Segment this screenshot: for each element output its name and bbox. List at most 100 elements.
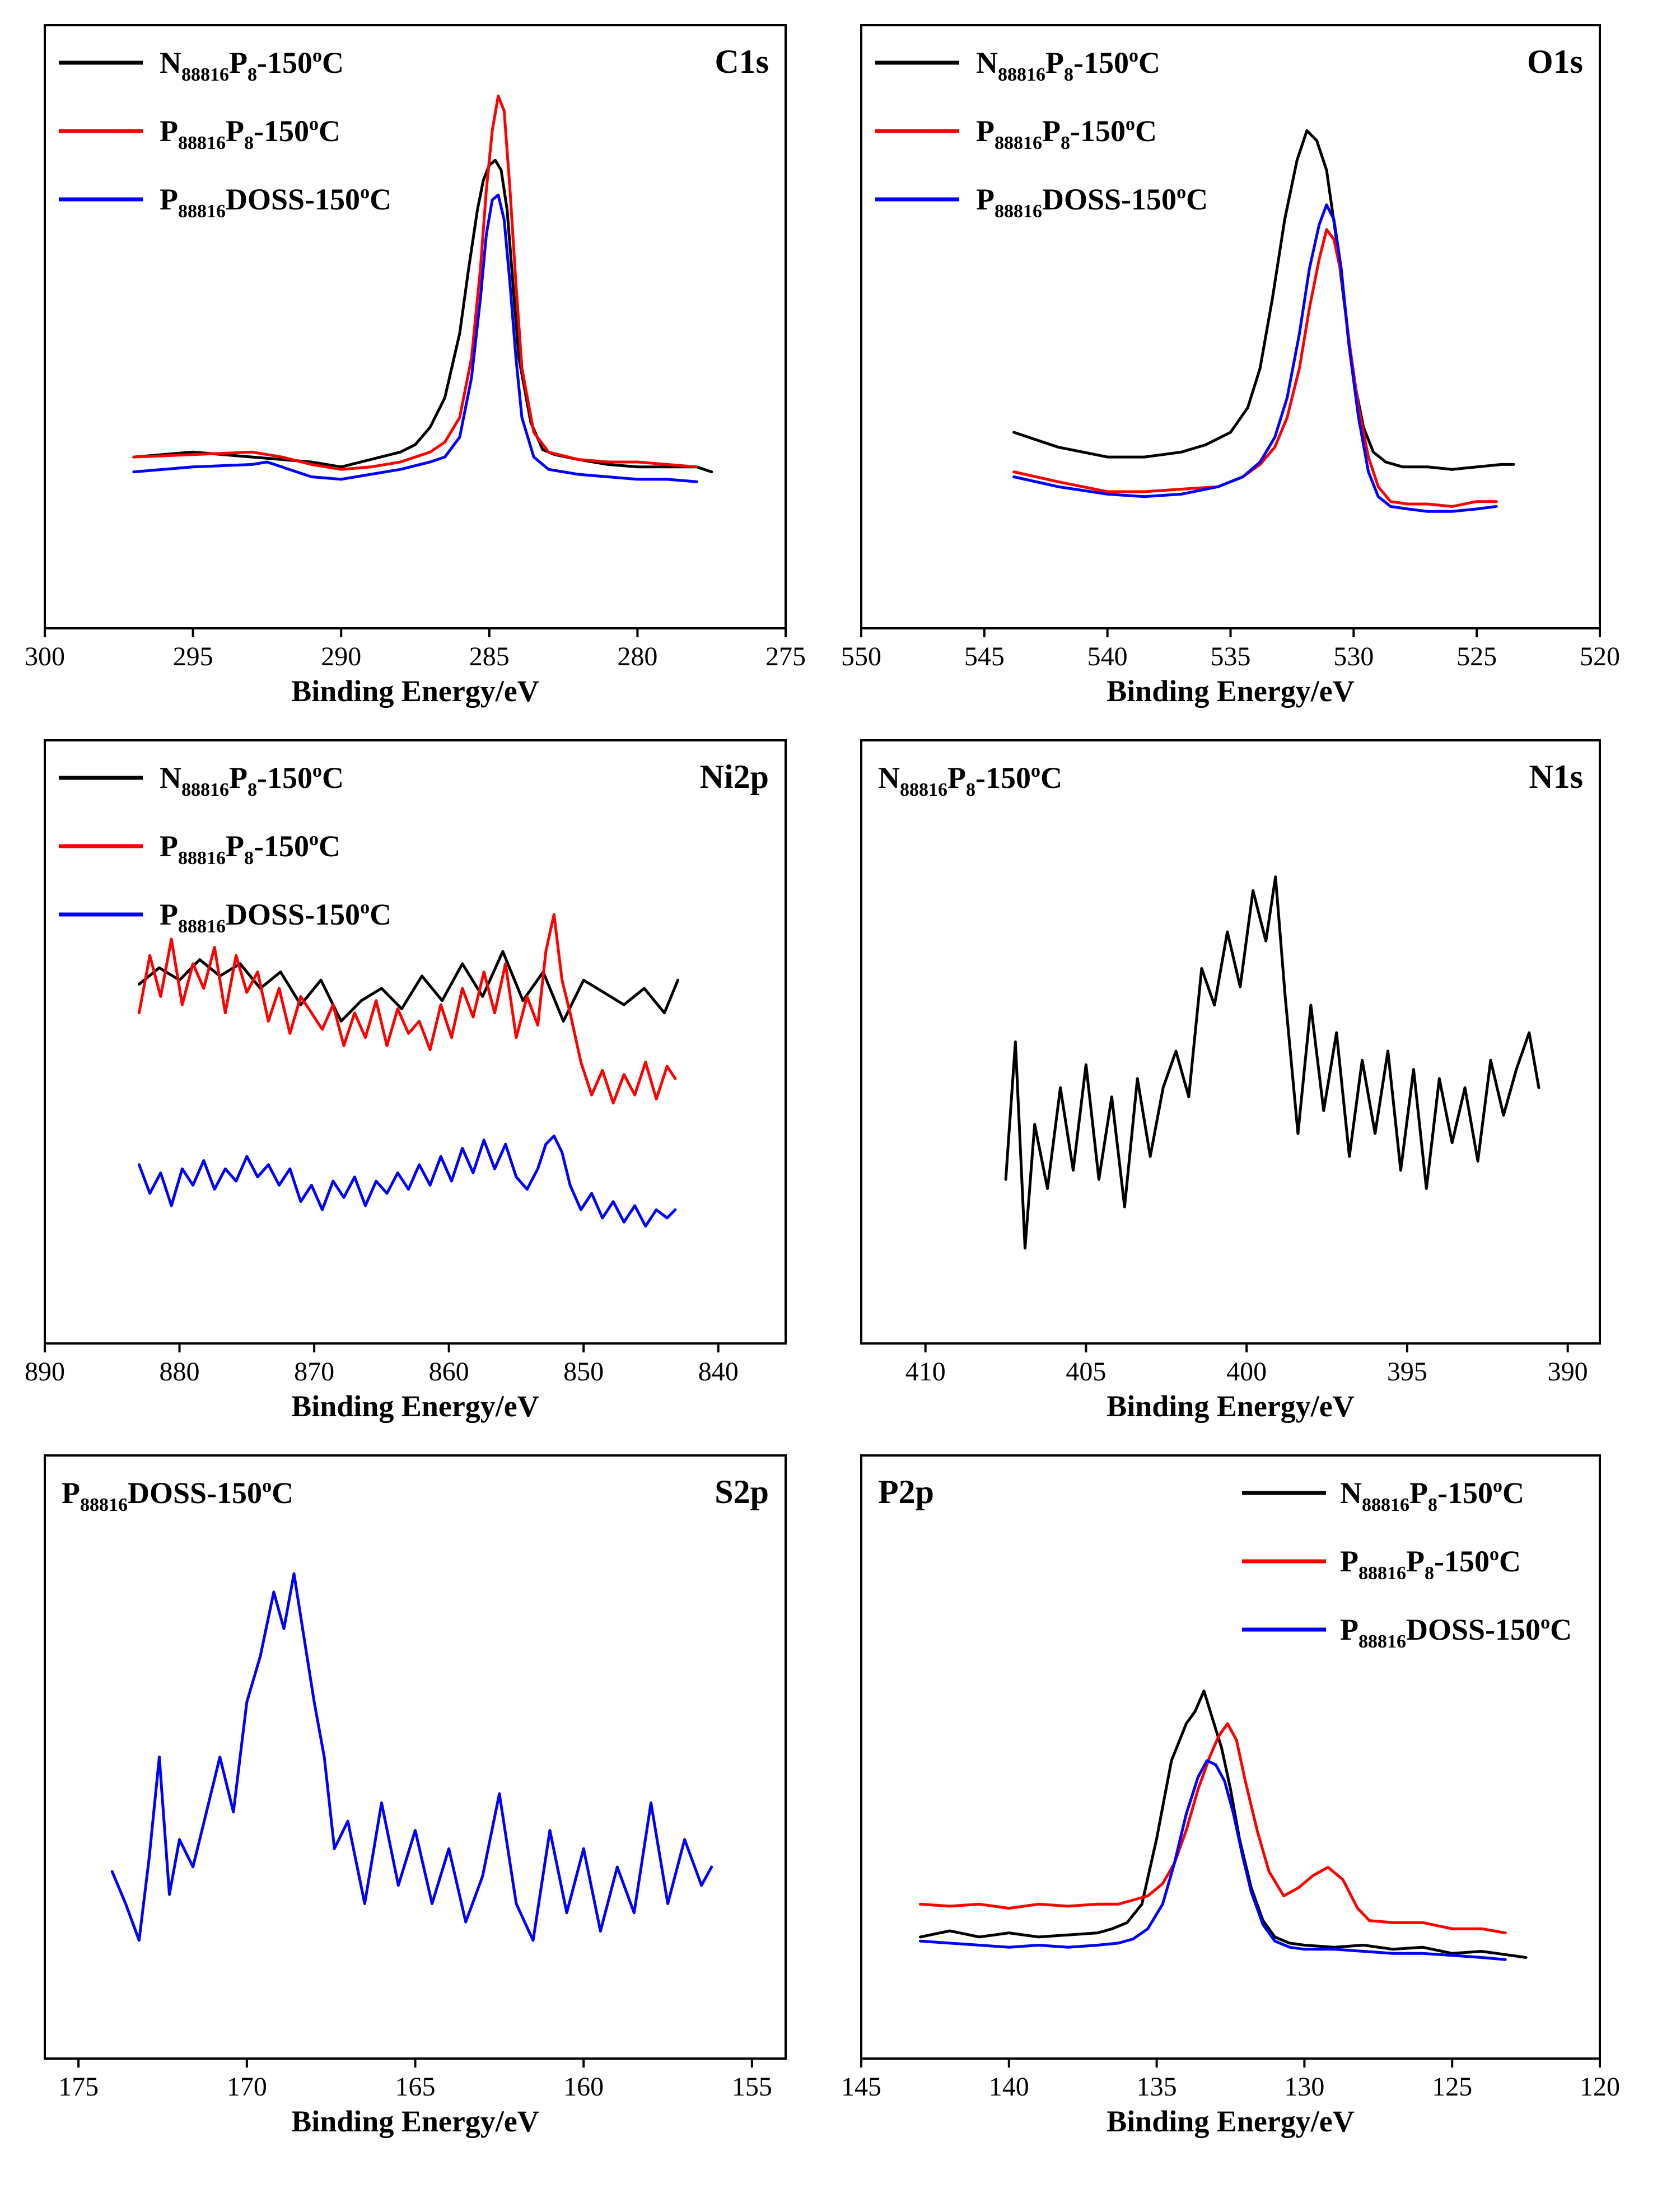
legend-entry-sub2: 8 [248,64,257,85]
legend-entry-sub1: 88816 [181,64,229,85]
x-axis-label: Binding Energy/eV [291,1389,539,1423]
x-tick-label: 535 [1211,642,1251,671]
x-tick-label: 410 [905,1357,946,1387]
legend-entry-mid: DOSS [226,898,305,931]
panel-label: O1s [1527,43,1583,80]
legend-title-main: P [62,1476,80,1510]
panel-label: P2p [878,1473,934,1510]
x-tick-label: 405 [1066,1357,1106,1387]
legend-entry: P88816DOSS-150oC [160,897,391,937]
legend-entry-sub2: 8 [244,133,254,153]
legend-entry: P88816P8-150oC [976,114,1157,153]
x-tick-label: 840 [698,1357,739,1387]
legend-entry-sup: o [1493,1476,1502,1496]
legend-entry-tail: -150 [1073,46,1129,80]
legend-entry: P88816P8-150oC [160,829,340,869]
legend-entry-sup: o [360,897,370,918]
x-tick-label: 540 [1087,642,1128,671]
x-tick-label: 285 [469,642,510,671]
legend-entry-unit: C [1550,1613,1572,1646]
legend-entry-sub1: 88816 [178,201,226,222]
legend-title-unit: C [1040,761,1062,795]
x-tick-label: 550 [841,642,881,671]
series-line-1 [1004,875,1540,1250]
legend-entry-sup: o [1129,45,1138,66]
legend-entry-tail: -150 [254,114,309,148]
legend-entry-sub1: 88816 [995,201,1042,222]
x-axis-label: Binding Energy/eV [291,674,539,708]
x-tick-label: 160 [563,2072,604,2102]
legend-title-sub2: 8 [966,780,975,800]
panel-n1s: 410 405 400 395 390 Binding Energy/eV N1s N8881… [860,739,1601,1423]
legend-entry-sub1: 88816 [1362,1495,1409,1515]
legend-entry-tail: -150 [1070,114,1126,148]
legend-entry-tail: -150 [305,183,360,216]
x-tick-label: 290 [321,642,361,671]
legend-entry-sub2: 8 [1425,1563,1434,1584]
legend-entry-sub2: 8 [1061,133,1070,153]
x-axis-label: Binding Energy/eV [1107,1389,1355,1423]
x-tick-label: 850 [563,1357,604,1387]
x-tick-label: 400 [1226,1357,1267,1387]
legend-entry: P88816DOSS-150oC [1340,1612,1572,1652]
panel-label: N1s [1529,758,1583,795]
legend-entry-main: P [160,114,178,148]
legend-entry-mid: DOSS [1042,183,1121,216]
panel-label: C1s [715,43,769,80]
legend-entry-main: N [1340,1476,1362,1510]
legend-entry-unit: C [319,114,340,148]
legend-entry-sub2: 8 [1064,64,1073,85]
x-tick-label: 880 [160,1357,200,1387]
legend-entry-sub1: 88816 [178,848,226,869]
legend-title-mid: P [947,761,966,795]
legend-entry: P88816DOSS-150oC [160,182,391,222]
legend-entry-sub1: 88816 [178,916,226,937]
x-tick-label: 390 [1548,1357,1588,1387]
series-line-3 [919,1759,1507,1961]
series-line-1 [110,1572,713,1942]
legend-entry-sup: o [309,114,319,134]
plot-frame [860,24,1601,629]
series-line-3 [1012,203,1498,513]
panel-ni2p: 890 880 870 860 850 840 Binding Energy/eV Ni2p N… [25,739,787,1423]
series-line-3 [132,193,698,483]
legend-entry-sup: o [1490,1544,1499,1565]
series-line-2 [919,1722,1507,1935]
plot-frame [44,24,787,629]
series-line-2 [1012,228,1498,508]
legend-entry-sub1: 88816 [1358,1631,1406,1652]
x-tick-label: 155 [732,2072,772,2102]
plot-frame [44,1454,787,2060]
plot-frame [860,739,1601,1345]
legend-title-tail: -150 [207,1476,262,1510]
legend-entry-unit: C [1499,1544,1521,1578]
panel-s2p: 175 170 165 160 155 Binding Energy/eV S2p P8881… [44,1454,787,2138]
legend-entry-tail: -150 [1434,1544,1490,1578]
x-tick-label: 125 [1432,2072,1472,2102]
x-tick-label: 175 [58,2072,99,2102]
legend-entry-main: P [160,898,178,931]
series-line-3 [137,1135,677,1228]
legend-entry-sub1: 88816 [998,64,1045,85]
legend-entry-sub1: 88816 [995,133,1042,153]
x-tick-label: 165 [395,2072,436,2102]
legend-entry-sub2: 8 [248,780,257,800]
legend-entry-sup: o [1177,182,1186,203]
legend-entry-unit: C [319,829,340,863]
x-tick-label: 135 [1137,2072,1177,2102]
legend-entry-mid: DOSS [226,183,305,216]
x-tick-label: 530 [1333,642,1374,671]
legend-entry-tail: -150 [1121,183,1177,216]
x-tick-label: 145 [841,2072,881,2102]
legend-entry-sup: o [309,829,319,850]
legend-entry-main: P [1340,1613,1358,1646]
x-tick-label: 860 [429,1357,469,1387]
legend-entry-tail: -150 [1485,1613,1540,1646]
legend-title-unit: C [272,1476,293,1510]
legend-entry-sup: o [1126,114,1135,134]
legend-entry-sub2: 8 [1428,1495,1437,1515]
legend-entry: N88816P8-150oC [160,45,344,85]
